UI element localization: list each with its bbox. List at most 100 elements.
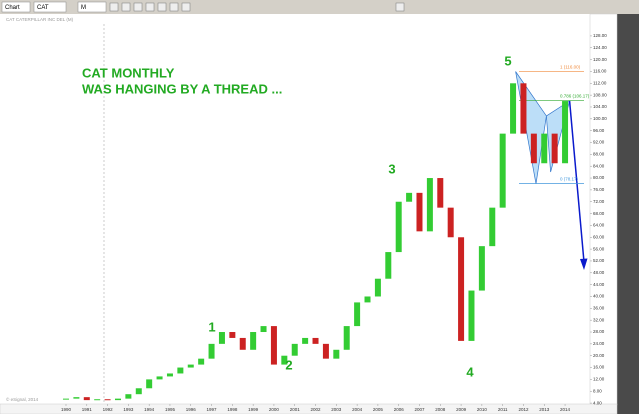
candle — [343, 326, 350, 350]
footer: © eSignal, 2014 — [6, 396, 39, 402]
y-tick-label: 88.00 — [593, 152, 605, 157]
candle — [270, 326, 277, 365]
candle — [291, 343, 298, 356]
candle — [520, 83, 527, 134]
wave-label: 3 — [388, 161, 395, 176]
tool-button[interactable] — [395, 2, 405, 12]
candle — [302, 337, 309, 344]
candle — [551, 133, 558, 164]
y-tick-label: 60.00 — [593, 234, 605, 239]
y-tick-label: 112.00 — [593, 80, 607, 85]
x-tick-label: 1996 — [186, 407, 197, 412]
tool-button[interactable] — [109, 2, 119, 12]
y-tick-label: 36.00 — [593, 306, 605, 311]
wave-label: 5 — [504, 53, 511, 68]
y-tick-label: 32.00 — [593, 317, 605, 322]
candle — [177, 367, 184, 374]
interval-box[interactable] — [77, 1, 107, 13]
candle — [510, 83, 517, 134]
side-panel — [617, 14, 639, 414]
y-tick-label: 120.00 — [593, 57, 607, 62]
y-tick-label: 84.00 — [593, 163, 605, 168]
x-tick-label: 2010 — [477, 407, 488, 412]
y-tick-label: 124.00 — [593, 45, 607, 50]
x-tick-label: 2003 — [331, 407, 342, 412]
fib-label: 0.786 (106.17) — [560, 94, 590, 99]
candle — [541, 133, 548, 164]
x-tick-label: 1991 — [82, 407, 93, 412]
window-box[interactable] — [1, 1, 31, 13]
candle — [73, 397, 80, 399]
symbol-box[interactable] — [33, 1, 67, 13]
chart-header: CAT CATERPILLAR INC DEL (M) — [6, 17, 74, 22]
y-tick-label: 44.00 — [593, 282, 605, 287]
candle — [156, 376, 163, 380]
y-tick-label: 4.00 — [593, 400, 602, 405]
time-axis — [0, 403, 618, 414]
candle — [146, 379, 153, 389]
x-tick-label: 2007 — [414, 407, 425, 412]
candle — [354, 302, 361, 327]
y-tick-label: 116.00 — [593, 69, 607, 74]
y-tick-label: 80.00 — [593, 175, 605, 180]
y-tick-label: 72.00 — [593, 199, 605, 204]
candle — [322, 343, 329, 359]
candle — [406, 192, 413, 202]
candle — [104, 399, 111, 401]
annotation: WAS HANGING BY A THREAD ... — [82, 81, 282, 96]
toolbar-buttons — [109, 2, 405, 12]
candle — [239, 337, 246, 350]
candle — [458, 237, 465, 341]
x-tick-label: 1995 — [165, 407, 176, 412]
x-tick-label: 2011 — [498, 407, 508, 412]
candle — [499, 133, 506, 208]
tool-button[interactable] — [169, 2, 179, 12]
y-tick-label: 104.00 — [593, 104, 607, 109]
y-tick-label: 16.00 — [593, 365, 605, 370]
y-tick-label: 56.00 — [593, 246, 605, 251]
fib-label: 1 (116.00) — [560, 65, 581, 70]
candle — [312, 337, 319, 344]
x-tick-label: 2006 — [394, 407, 405, 412]
tool-button[interactable] — [157, 2, 167, 12]
candle — [62, 398, 69, 400]
candle — [447, 207, 454, 238]
x-tick-label: 1998 — [227, 407, 238, 412]
candle — [166, 373, 173, 377]
candle — [562, 101, 569, 164]
candle — [125, 394, 132, 399]
y-tick-label: 12.00 — [593, 377, 605, 382]
y-tick-label: 8.00 — [593, 388, 602, 393]
candle — [395, 201, 402, 253]
x-tick-label: 2001 — [290, 407, 301, 412]
harmonic-pattern — [515, 71, 547, 184]
candle — [416, 192, 423, 232]
candle — [218, 332, 225, 344]
x-tick-label: 1997 — [207, 407, 218, 412]
y-tick-label: 24.00 — [593, 341, 605, 346]
tool-button[interactable] — [121, 2, 131, 12]
interval: M — [81, 5, 86, 11]
candle — [135, 388, 142, 395]
y-tick-label: 28.00 — [593, 329, 605, 334]
y-tick-label: 92.00 — [593, 140, 605, 145]
y-tick-label: 48.00 — [593, 270, 605, 275]
wave-label: 2 — [285, 357, 292, 372]
y-tick-label: 100.00 — [593, 116, 607, 121]
wave-label: 4 — [466, 364, 474, 379]
x-tick-label: 2000 — [269, 407, 280, 412]
candle — [385, 252, 392, 279]
candle — [468, 290, 475, 341]
candle — [250, 332, 257, 350]
tool-button[interactable] — [181, 2, 191, 12]
x-tick-label: 1994 — [144, 407, 155, 412]
tool-button[interactable] — [133, 2, 143, 12]
tool-button[interactable] — [145, 2, 155, 12]
y-tick-label: 40.00 — [593, 294, 605, 299]
annotation: CAT MONTHLY — [82, 65, 175, 80]
forecast-arrow — [568, 100, 585, 263]
y-tick-label: 20.00 — [593, 353, 605, 358]
y-tick-label: 64.00 — [593, 223, 605, 228]
x-tick-label: 1990 — [61, 407, 72, 412]
